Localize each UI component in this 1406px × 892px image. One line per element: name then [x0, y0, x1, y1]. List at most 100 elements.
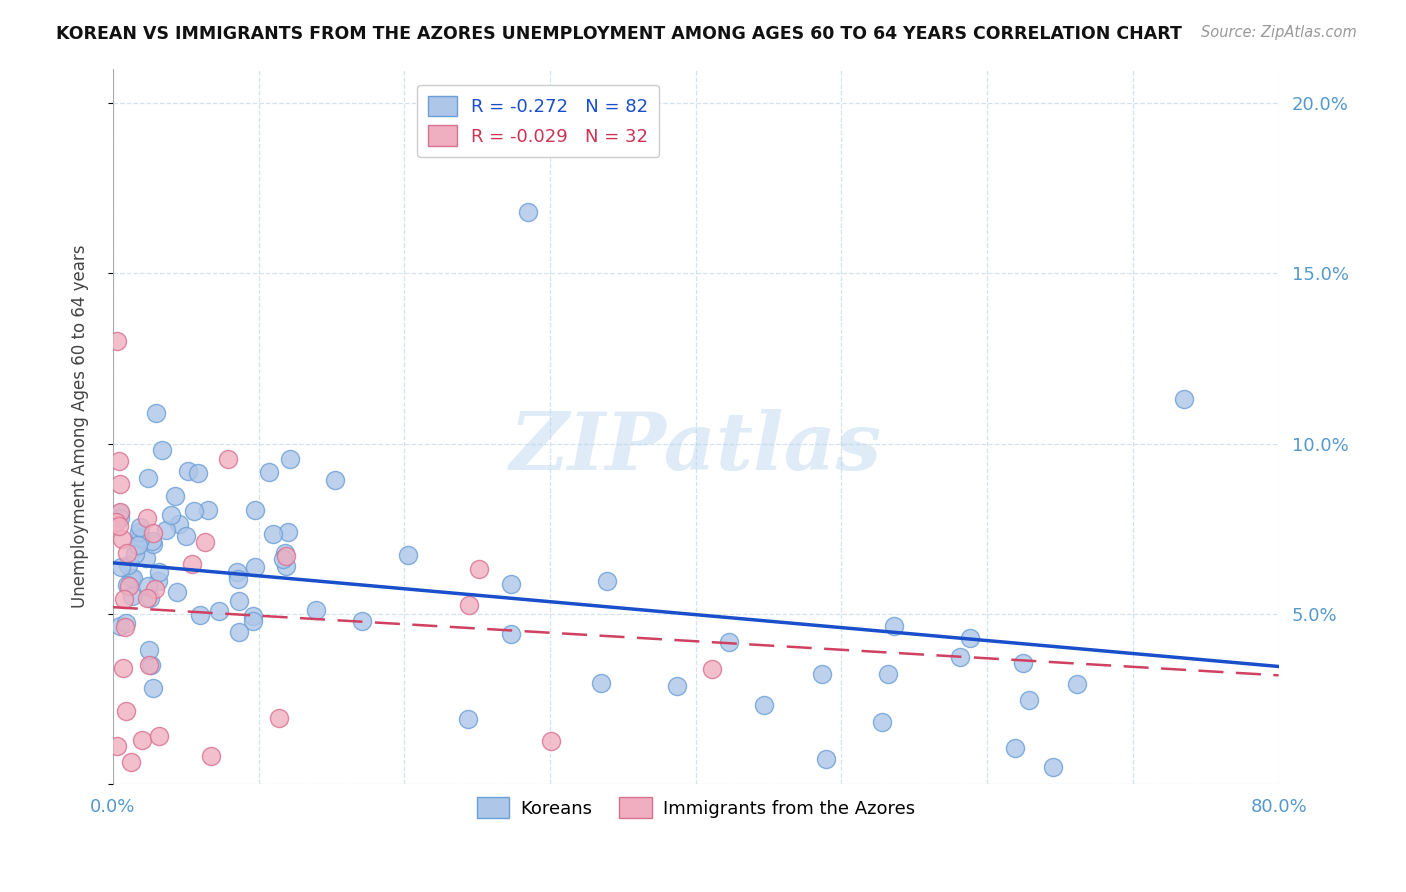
Point [110, 532, 132, 546]
Point [271, 551, 294, 566]
Point [1042, 760, 1064, 774]
Point [136, 470, 159, 484]
Point [117, 558, 139, 572]
Point [226, 572, 249, 586]
Point [197, 503, 219, 517]
Point [108, 511, 131, 525]
Point [121, 589, 143, 603]
Point [135, 591, 157, 606]
Point [1066, 676, 1088, 690]
Point [457, 712, 479, 726]
Point [129, 532, 152, 546]
Point [110, 560, 132, 574]
Point [243, 559, 266, 574]
Point [752, 698, 775, 713]
Point [152, 443, 174, 458]
Point [139, 657, 162, 672]
Point [121, 571, 143, 585]
Point [131, 733, 153, 747]
Point [148, 565, 170, 579]
Point [115, 577, 138, 591]
Point [136, 579, 159, 593]
Point [138, 591, 160, 606]
Point [138, 643, 160, 657]
Point [108, 519, 131, 533]
Point [396, 548, 419, 562]
Text: Source: ZipAtlas.com: Source: ZipAtlas.com [1201, 25, 1357, 40]
Point [1173, 392, 1195, 407]
Point [187, 466, 209, 480]
Point [181, 557, 204, 571]
Point [174, 529, 197, 543]
Text: KOREAN VS IMMIGRANTS FROM THE AZORES UNEMPLOYMENT AMONG AGES 60 TO 64 YEARS CORR: KOREAN VS IMMIGRANTS FROM THE AZORES UNE… [56, 25, 1182, 43]
Point [814, 752, 837, 766]
Point [166, 585, 188, 599]
Point [228, 624, 250, 639]
Legend: Koreans, Immigrants from the Azores: Koreans, Immigrants from the Azores [470, 790, 922, 825]
Point [129, 530, 152, 544]
Point [167, 517, 190, 532]
Point [104, 515, 127, 529]
Point [108, 507, 131, 521]
Point [188, 607, 211, 622]
Point [146, 574, 169, 589]
Point [262, 526, 284, 541]
Point [142, 537, 165, 551]
Point [959, 631, 981, 645]
Point [183, 504, 205, 518]
Point [124, 547, 146, 561]
Point [107, 453, 129, 467]
Point [200, 749, 222, 764]
Point [226, 566, 249, 580]
Point [596, 574, 619, 589]
Point [143, 582, 166, 596]
Point [115, 704, 138, 718]
Point [276, 558, 298, 573]
Point [141, 533, 163, 548]
Point [145, 406, 167, 420]
Point [228, 593, 250, 607]
Point [277, 525, 299, 540]
Point [155, 523, 177, 537]
Point [108, 619, 131, 633]
Point [1018, 693, 1040, 707]
Point [501, 577, 523, 591]
Point [121, 755, 143, 769]
Point [718, 635, 741, 649]
Point [142, 681, 165, 695]
Point [135, 551, 157, 566]
Y-axis label: Unemployment Among Ages 60 to 64 years: Unemployment Among Ages 60 to 64 years [72, 244, 89, 608]
Point [114, 620, 136, 634]
Point [267, 711, 290, 725]
Point [128, 524, 150, 539]
Point [305, 603, 328, 617]
Point [105, 739, 128, 754]
Point [278, 452, 301, 467]
Point [257, 466, 280, 480]
Point [517, 204, 540, 219]
Point [501, 627, 523, 641]
Point [112, 592, 135, 607]
Point [245, 502, 267, 516]
Point [877, 666, 900, 681]
Point [540, 734, 562, 748]
Point [127, 538, 149, 552]
Point [120, 571, 142, 585]
Point [194, 535, 217, 549]
Point [242, 608, 264, 623]
Point [136, 510, 159, 524]
Point [165, 489, 187, 503]
Point [665, 680, 688, 694]
Point [323, 473, 346, 487]
Point [1004, 740, 1026, 755]
Point [591, 675, 613, 690]
Point [148, 729, 170, 743]
Point [160, 508, 183, 522]
Point [242, 614, 264, 628]
Point [467, 562, 489, 576]
Point [352, 614, 374, 628]
Point [112, 661, 135, 675]
Point [274, 549, 297, 564]
Text: ZIPatlas: ZIPatlas [510, 409, 882, 487]
Point [108, 505, 131, 519]
